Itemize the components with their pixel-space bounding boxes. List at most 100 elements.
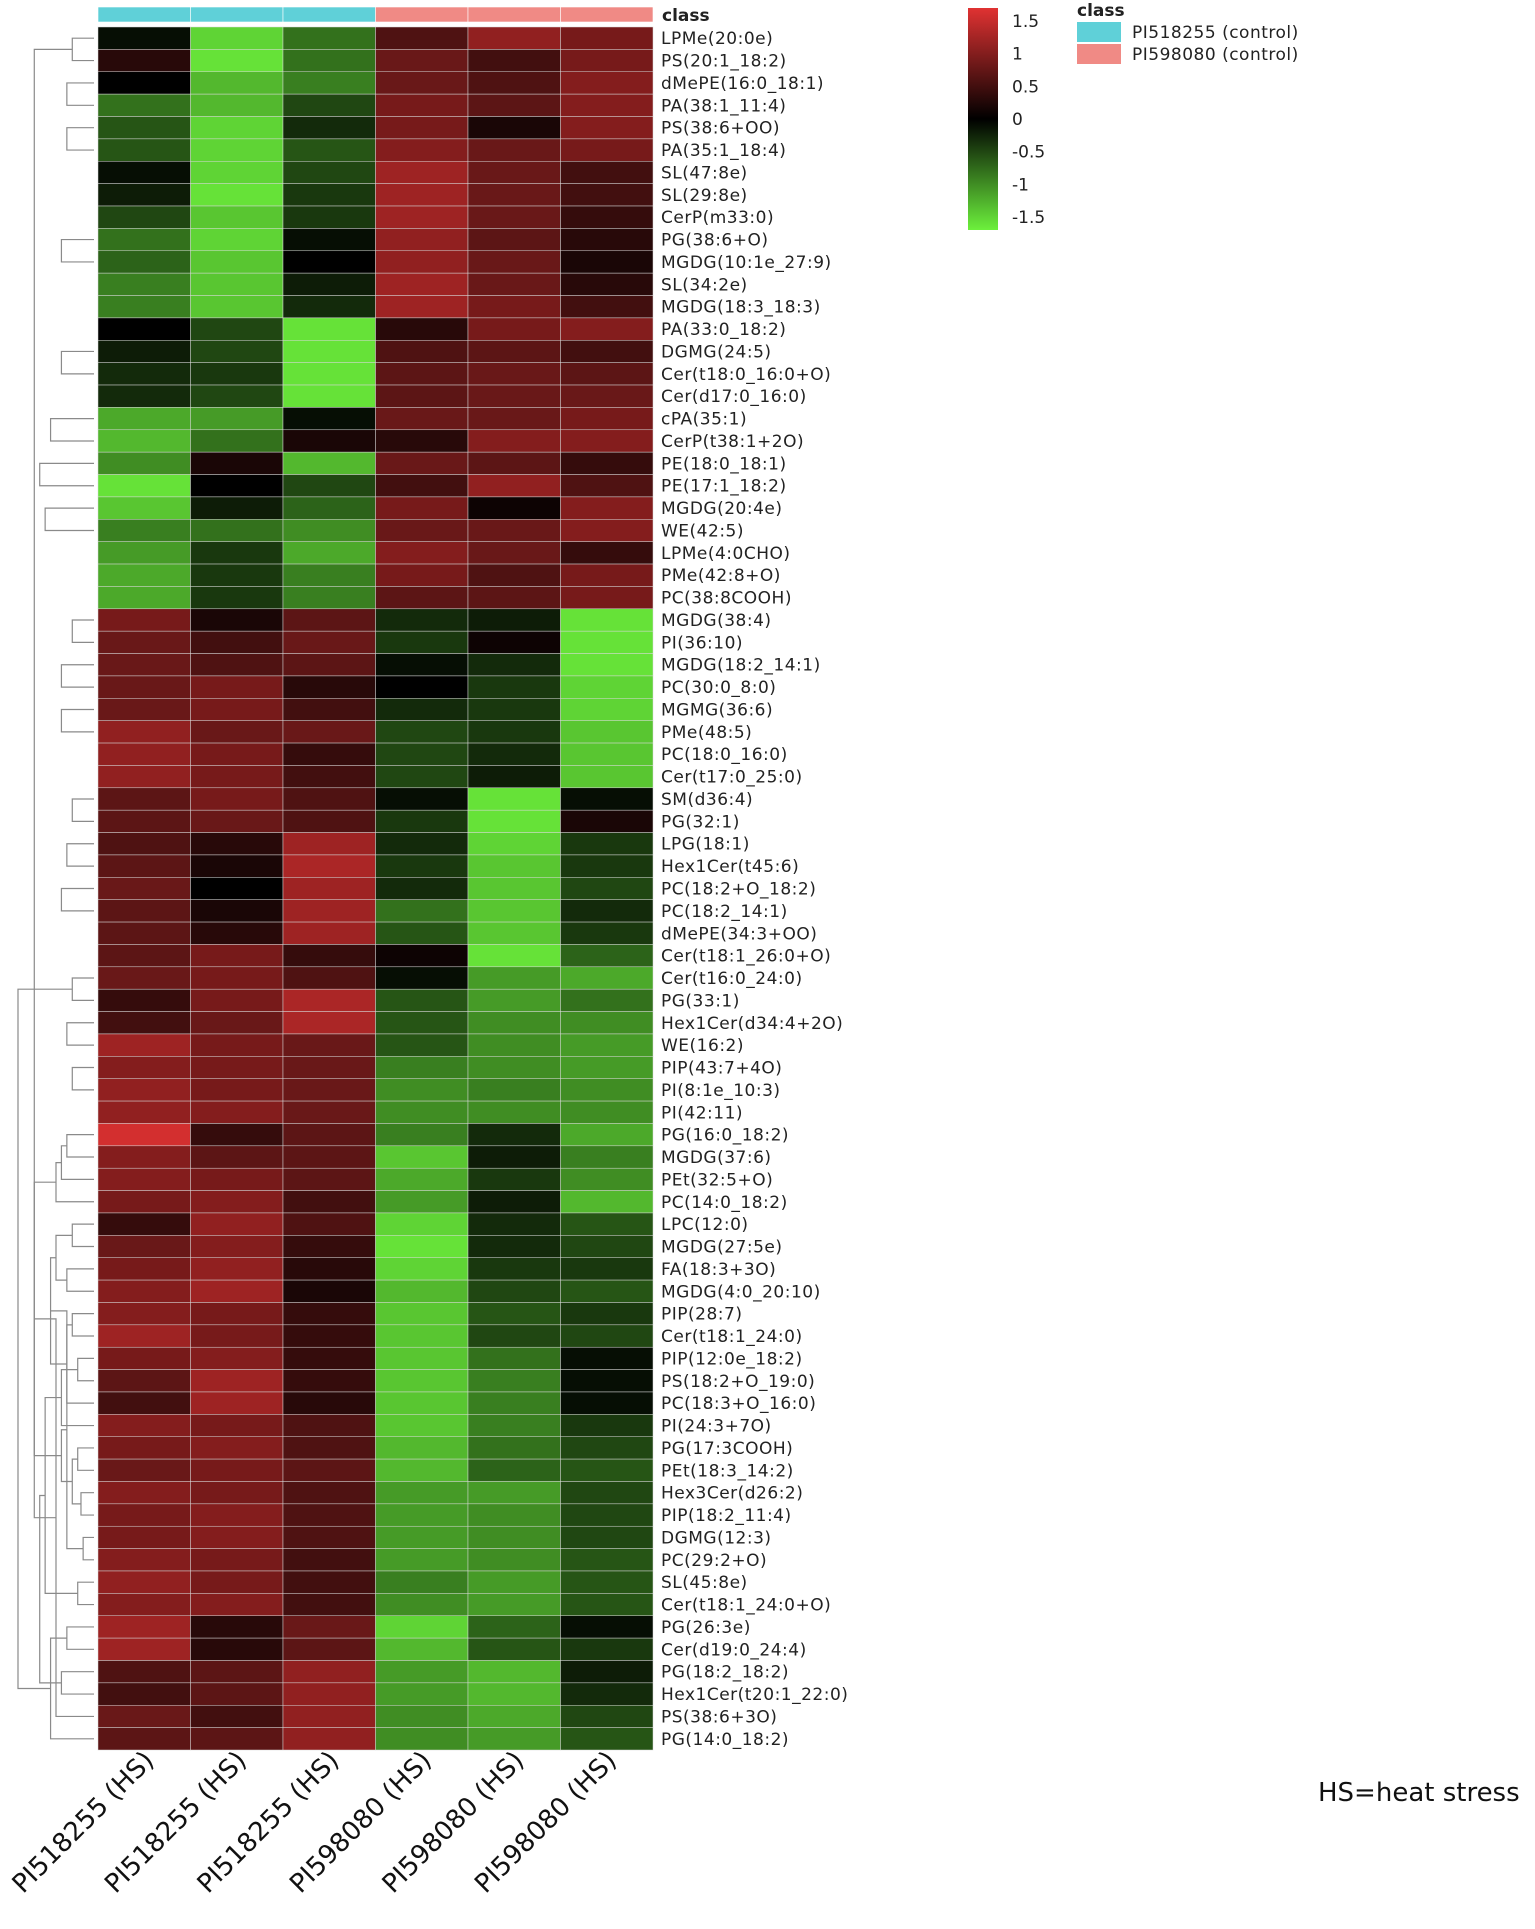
row-label: PI(8:1e_10:3) (661, 1081, 781, 1101)
heatmap-cell (190, 362, 284, 386)
heatmap-cell (190, 1257, 284, 1281)
heatmap-cell (190, 1615, 284, 1639)
heatmap-cell (282, 116, 376, 140)
heatmap-cell (282, 1145, 376, 1169)
heatmap-cell (190, 161, 284, 184)
heatmap-cell (375, 1727, 469, 1751)
class-bar-segment (190, 6, 284, 23)
heatmap-cell (190, 250, 284, 274)
heatmap-cell (282, 1190, 376, 1214)
heatmap-cell (97, 563, 191, 587)
heatmap-cell (375, 742, 469, 766)
heatmap-cell (282, 921, 376, 945)
heatmap-cell (97, 295, 191, 319)
heatmap-cell (97, 832, 191, 856)
heatmap-cell (560, 228, 654, 252)
heatmap-cell (97, 71, 191, 95)
heatmap-cell (282, 1436, 376, 1460)
heatmap-cell (282, 272, 376, 296)
heatmap-cell (190, 1503, 284, 1527)
heatmap-cell (560, 720, 654, 744)
heatmap-cell (190, 1145, 284, 1169)
heatmap-cell (190, 272, 284, 296)
heatmap-cell (467, 49, 561, 73)
heatmap-cell (467, 899, 561, 923)
heatmap-cell (97, 1525, 191, 1549)
heatmap-cell (560, 877, 654, 900)
row-label: PS(38:6+OO) (661, 119, 780, 139)
heatmap-cell (282, 1593, 376, 1616)
heatmap-cell (375, 944, 469, 968)
heatmap-cell (467, 1660, 561, 1684)
dendrogram-branch (60, 708, 94, 733)
heatmap-cell (467, 1570, 561, 1594)
heatmap-cell (467, 496, 561, 520)
heatmap-cell (467, 71, 561, 95)
dendrogram-branch (82, 1536, 94, 1561)
heatmap-cell (560, 1369, 654, 1393)
heatmap-cell (467, 205, 561, 229)
heatmap-cell (467, 1391, 561, 1415)
heatmap-cell (97, 1615, 191, 1639)
heatmap-cell (97, 944, 191, 968)
row-label: PEt(18:3_14:2) (661, 1461, 794, 1481)
heatmap-cell (375, 698, 469, 721)
heatmap-cell (190, 519, 284, 542)
heatmap-cell (467, 384, 561, 408)
heatmap-cell (375, 720, 469, 744)
heatmap-cell (467, 1190, 561, 1214)
heatmap-cell (282, 1727, 376, 1751)
heatmap-cell (190, 384, 284, 408)
heatmap-cell (467, 944, 561, 968)
heatmap-cell (97, 161, 191, 184)
heatmap-cell (560, 1190, 654, 1214)
heatmap-cell (97, 608, 191, 632)
heatmap-cell (97, 183, 191, 207)
heatmap-cell (467, 272, 561, 296)
heatmap-cell (560, 1167, 654, 1191)
heatmap-cell (282, 26, 376, 50)
heatmap-cell (375, 1056, 469, 1079)
heatmap-cell (190, 474, 284, 498)
heatmap-cell (190, 1525, 284, 1549)
heatmap-cell (375, 1279, 469, 1303)
heatmap-cell (282, 675, 376, 699)
heatmap-cell (560, 832, 654, 856)
heatmap-cell (190, 407, 284, 431)
heatmap-cell (560, 563, 654, 587)
heatmap-cell (560, 698, 654, 721)
row-label: PMe(48:5) (661, 723, 752, 743)
heatmap-cell (190, 765, 284, 789)
row-label: PG(38:6+O) (661, 231, 769, 251)
heatmap-cell (97, 1369, 191, 1393)
heatmap-cell (97, 1548, 191, 1572)
heatmap-cells (97, 26, 654, 1751)
row-label: DGMG(12:3) (661, 1528, 772, 1548)
heatmap-cell (467, 1727, 561, 1751)
heatmap-cell (375, 407, 469, 431)
row-label: MGDG(4:0_20:10) (661, 1282, 821, 1302)
heatmap-cell (97, 720, 191, 744)
heatmap-cell (375, 1302, 469, 1326)
heatmap-cell (560, 1279, 654, 1303)
dendrogram-branch (60, 1369, 94, 1427)
heatmap-cell (282, 563, 376, 587)
dendrogram-branch (55, 1234, 73, 1281)
heatmap-cell (97, 250, 191, 274)
heatmap-cell (97, 384, 191, 408)
heatmap-cell (190, 1414, 284, 1437)
heatmap-cell (97, 429, 191, 453)
heatmap-cell (190, 93, 284, 117)
dendrogram-branch (71, 37, 94, 62)
heatmap-cell (97, 765, 191, 789)
heatmap-cell (190, 698, 284, 721)
heatmap-cell (560, 1414, 654, 1437)
heatmap-cell (282, 541, 376, 565)
heatmap-cell (467, 1615, 561, 1639)
row-label: PG(14:0_18:2) (661, 1730, 789, 1750)
heatmap-cell (190, 966, 284, 990)
heatmap-cell (375, 1324, 469, 1348)
heatmap-cell (190, 1436, 284, 1460)
heatmap-cell (375, 1123, 469, 1147)
heatmap-cell (560, 71, 654, 95)
